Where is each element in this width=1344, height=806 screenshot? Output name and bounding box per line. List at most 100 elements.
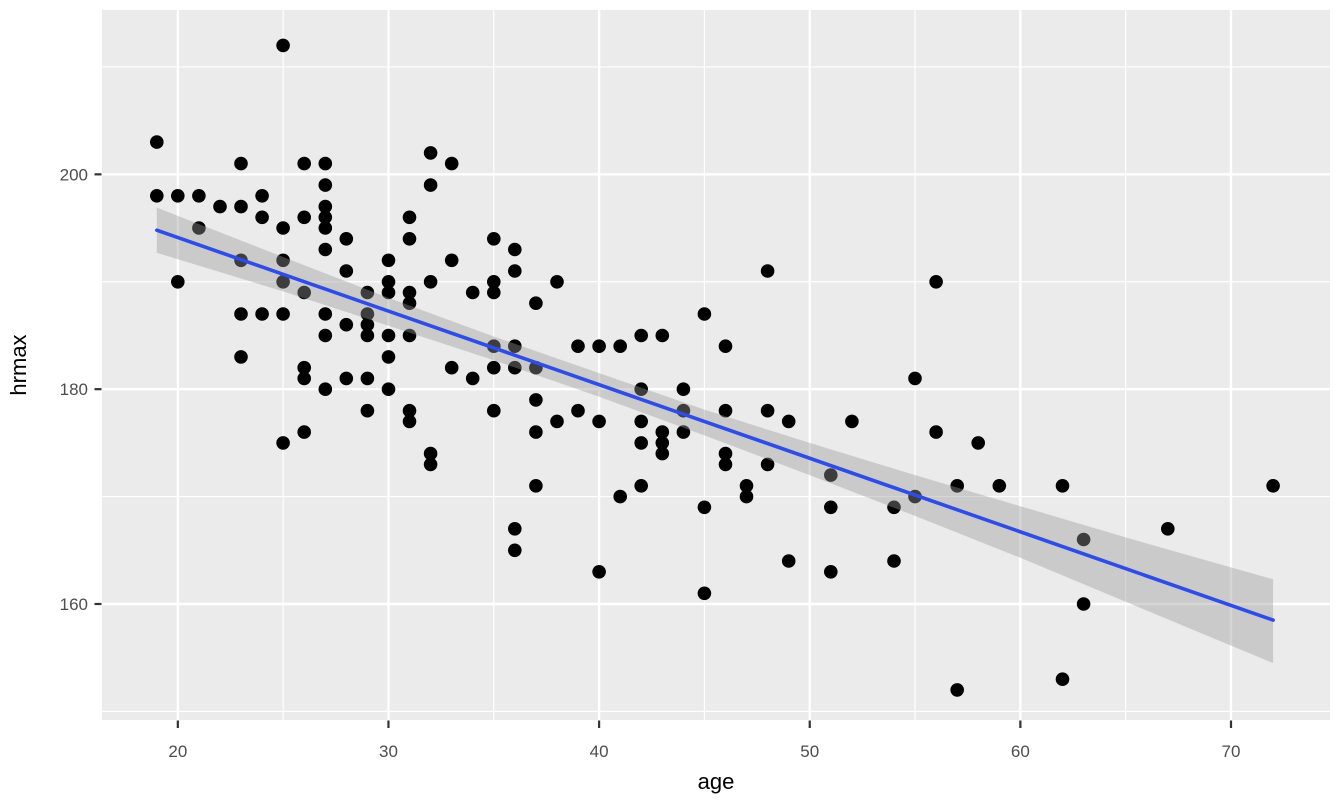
data-point xyxy=(781,414,796,429)
data-point xyxy=(276,221,290,235)
confidence-band xyxy=(156,207,1274,664)
data-point xyxy=(423,146,438,160)
data-point xyxy=(971,436,985,450)
plot-panel xyxy=(102,10,1330,720)
data-point xyxy=(444,360,459,375)
data-point xyxy=(360,307,375,321)
data-point xyxy=(887,500,901,515)
data-point xyxy=(402,403,417,418)
data-point xyxy=(318,328,333,343)
data-point xyxy=(1266,479,1280,493)
data-point xyxy=(276,307,290,321)
data-point xyxy=(402,232,417,246)
data-point xyxy=(318,221,333,235)
data-point xyxy=(213,199,227,214)
data-point xyxy=(592,414,606,429)
data-point xyxy=(234,307,248,321)
data-point xyxy=(318,156,333,171)
data-point xyxy=(508,543,522,558)
data-point xyxy=(508,264,522,278)
data-point xyxy=(276,253,290,268)
data-point xyxy=(255,307,269,321)
data-point xyxy=(718,403,733,418)
data-point xyxy=(929,425,943,439)
data-point xyxy=(318,210,333,225)
data-point xyxy=(171,189,185,203)
data-point xyxy=(339,371,354,386)
data-point xyxy=(234,199,248,214)
data-point xyxy=(655,446,670,461)
data-point xyxy=(781,554,796,568)
data-point xyxy=(487,275,501,289)
data-point xyxy=(529,296,543,311)
data-point xyxy=(950,479,964,493)
data-point xyxy=(529,425,543,439)
data-point xyxy=(550,275,564,289)
data-point xyxy=(276,436,290,450)
data-point xyxy=(529,479,543,493)
data-point xyxy=(297,156,312,171)
data-point xyxy=(529,393,543,407)
data-point xyxy=(423,457,438,472)
data-point xyxy=(234,156,248,171)
major-gridlines xyxy=(102,10,1330,720)
data-point xyxy=(550,414,564,429)
scatter-points xyxy=(150,38,1280,697)
data-point xyxy=(508,360,522,375)
data-point xyxy=(487,403,501,418)
data-point xyxy=(760,403,775,418)
data-point xyxy=(739,489,754,504)
data-point xyxy=(297,360,312,375)
data-point xyxy=(508,242,522,257)
data-point xyxy=(381,382,396,397)
data-point xyxy=(297,425,312,439)
data-point xyxy=(676,425,691,439)
data-point xyxy=(718,446,733,461)
data-point xyxy=(1055,672,1070,686)
data-point xyxy=(845,414,859,429)
data-point xyxy=(360,403,375,418)
data-point xyxy=(950,683,964,697)
data-point xyxy=(360,328,375,343)
data-point xyxy=(402,296,417,311)
data-point xyxy=(318,178,333,192)
data-point xyxy=(824,565,838,579)
data-point xyxy=(760,457,775,472)
x-axis-label: age xyxy=(698,769,735,794)
data-point xyxy=(318,199,333,214)
data-point xyxy=(297,285,312,300)
data-point xyxy=(402,328,417,343)
data-point xyxy=(992,479,1007,493)
regression-line xyxy=(155,228,1275,622)
axis-tick-marks xyxy=(94,173,1233,728)
data-point xyxy=(697,500,712,515)
y-tick-label: 200 xyxy=(60,165,88,184)
data-point xyxy=(192,189,206,203)
data-point xyxy=(824,500,838,515)
data-point xyxy=(487,232,501,246)
data-point xyxy=(318,242,333,257)
data-point xyxy=(423,275,438,289)
data-point xyxy=(1076,532,1091,547)
data-point xyxy=(465,285,480,300)
data-point xyxy=(423,446,438,461)
data-point xyxy=(381,275,396,289)
y-tick-label: 160 xyxy=(60,595,88,614)
data-point xyxy=(592,339,606,354)
y-axis-label: hrmax xyxy=(6,334,31,395)
data-point xyxy=(655,436,670,450)
data-point xyxy=(634,479,648,493)
data-point xyxy=(613,339,627,354)
data-point xyxy=(444,253,459,268)
data-point xyxy=(571,403,585,418)
data-point xyxy=(697,586,712,601)
data-point xyxy=(697,307,712,321)
data-point xyxy=(276,275,290,289)
data-point xyxy=(444,156,459,171)
data-point xyxy=(655,425,670,439)
data-point xyxy=(760,264,775,278)
x-tick-label: 50 xyxy=(800,742,819,761)
data-point xyxy=(1055,479,1070,493)
